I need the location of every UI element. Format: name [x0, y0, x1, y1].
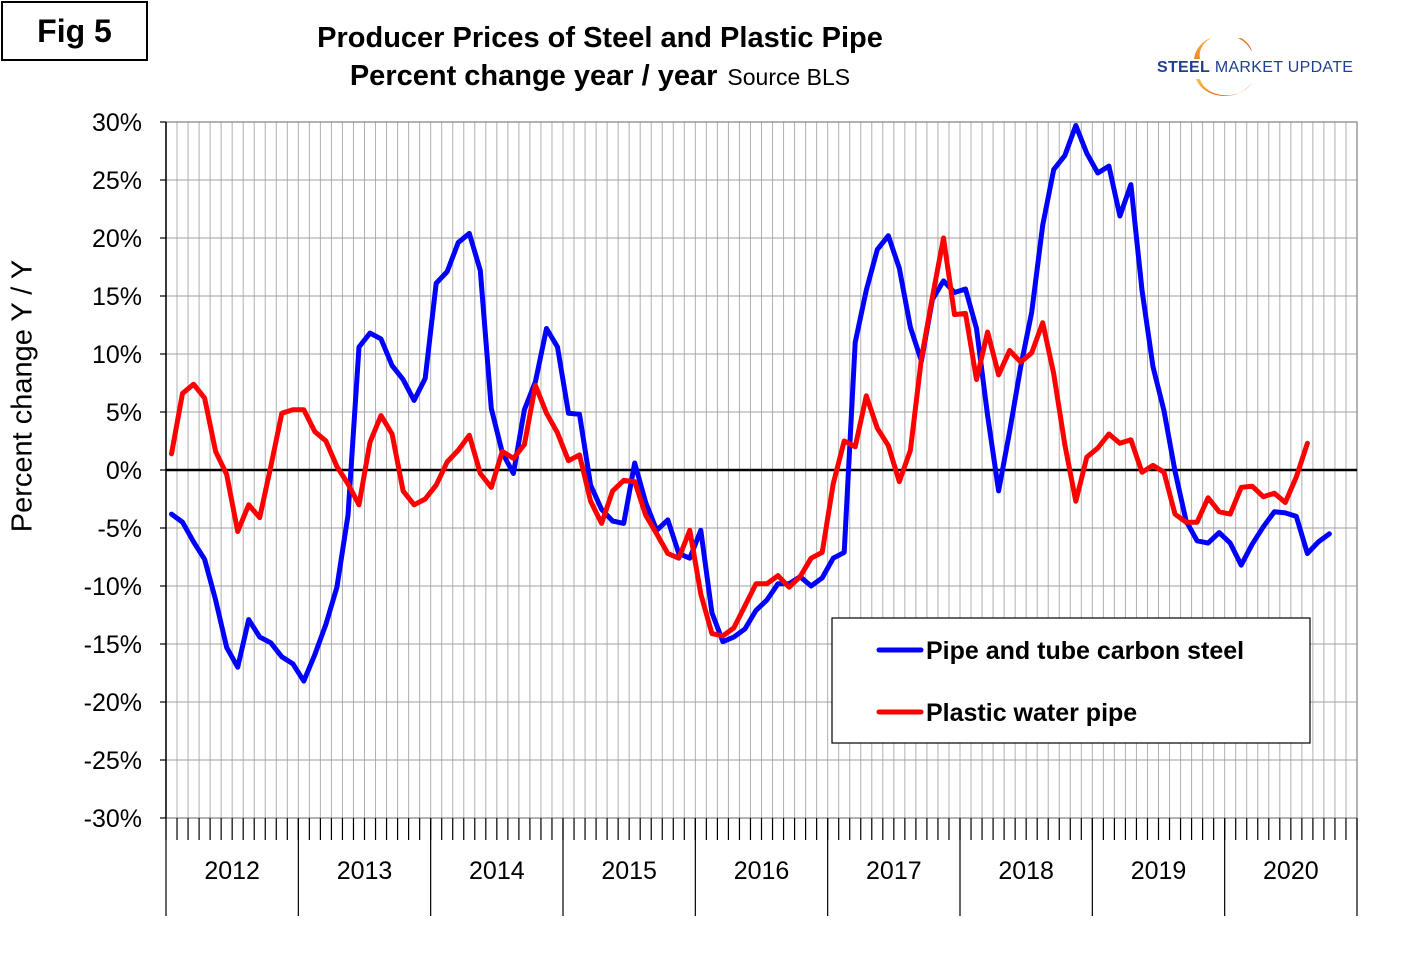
x-year-label: 2020	[1263, 857, 1319, 885]
y-tick-label: -20%	[84, 689, 142, 717]
figure-label: Fig 5	[1, 1, 148, 61]
legend: Pipe and tube carbon steel Plastic water …	[831, 617, 1311, 744]
legend-box	[831, 617, 1311, 744]
chart-subtitle: Percent change year / year	[349, 60, 718, 92]
x-year-label: 2014	[469, 857, 525, 885]
x-year-label: 2015	[601, 857, 657, 885]
x-year-label: 2018	[998, 857, 1054, 885]
y-tick-label: 15%	[92, 283, 142, 311]
y-tick-label: 30%	[92, 109, 142, 137]
x-year-label: 2019	[1131, 857, 1187, 885]
y-tick-label: -5%	[98, 515, 142, 543]
series-line-steel	[169, 123, 1332, 684]
chart-title: Producer Prices of Steel and Plastic Pip…	[317, 22, 883, 54]
y-tick-label: 5%	[106, 399, 142, 427]
y-tick-label: 0%	[106, 457, 142, 485]
y-tick-label: 25%	[92, 167, 142, 195]
y-tick-label: -25%	[84, 747, 142, 775]
legend-label: Plastic water pipe	[926, 699, 1137, 727]
x-year-label: 2017	[866, 857, 922, 885]
y-tick-label: -30%	[84, 805, 142, 833]
y-tick-label: 20%	[92, 225, 142, 253]
logo-text: STEEL MARKET UPDATE	[1157, 59, 1354, 76]
steel-market-update-logo: STEEL MARKET UPDATE	[1157, 38, 1377, 98]
y-tick-label: -10%	[84, 573, 142, 601]
series-line-plastic	[169, 235, 1310, 639]
x-year-label: 2012	[204, 857, 260, 885]
y-tick-label: 10%	[92, 341, 142, 369]
y-tick-label: -15%	[84, 631, 142, 659]
logo-swoosh-icon	[1194, 38, 1252, 97]
chart-source: Source BLS	[727, 64, 851, 90]
x-year-label: 2016	[734, 857, 790, 885]
legend-label: Pipe and tube carbon steel	[926, 637, 1244, 665]
chart-subtitle-line: Percent change year / year Source BLS	[200, 60, 1000, 93]
x-year-label: 2013	[337, 857, 393, 885]
x-axis-month-ticks	[165, 818, 1358, 840]
